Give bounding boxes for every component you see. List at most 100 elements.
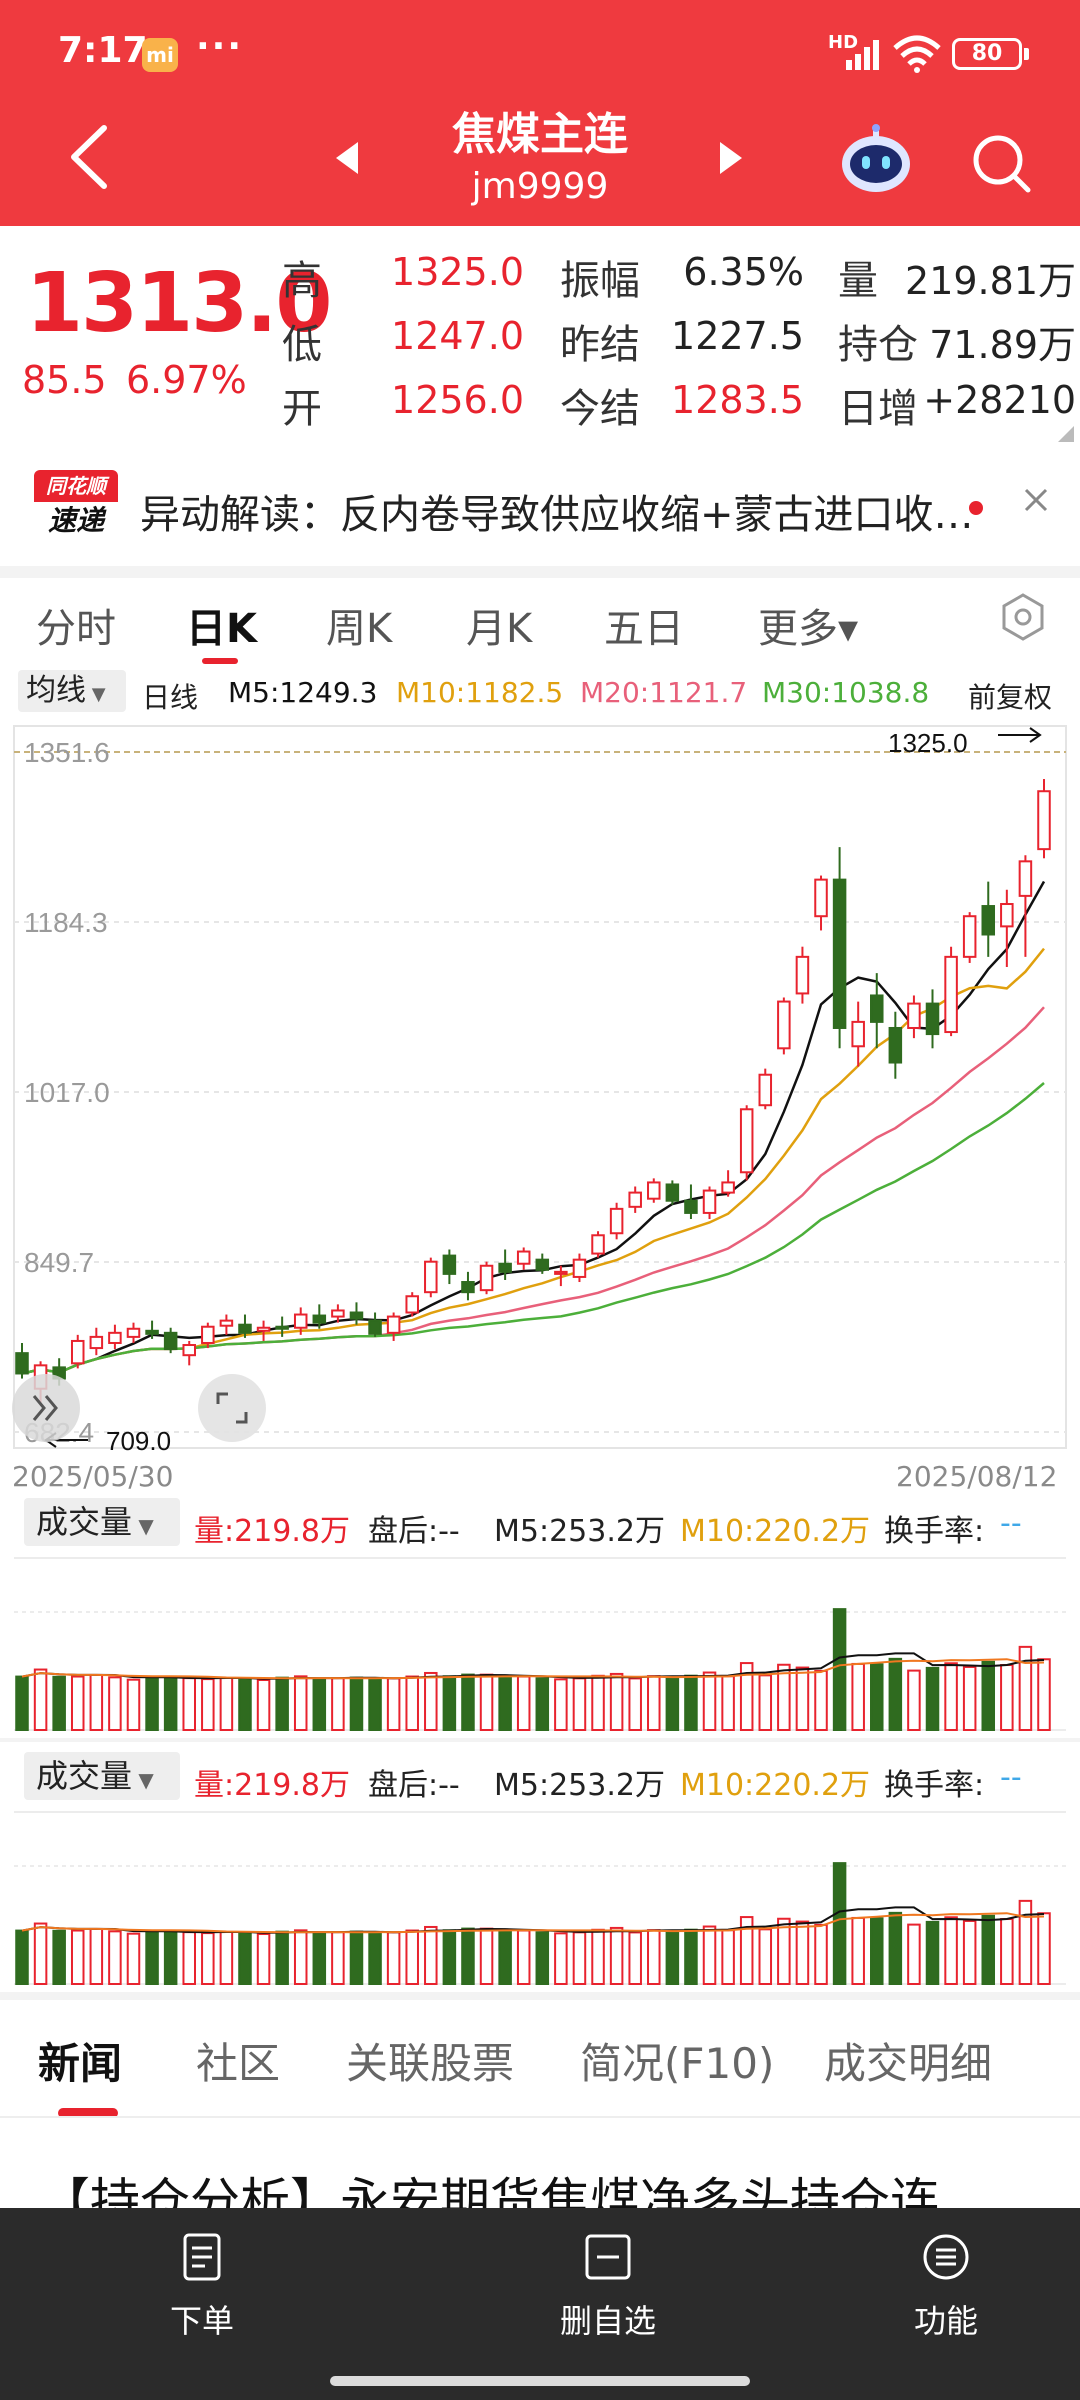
panel-divider-2 bbox=[0, 1992, 1080, 2000]
volume-bar bbox=[851, 1662, 865, 1731]
candle-body bbox=[312, 1314, 327, 1324]
home-indicator[interactable] bbox=[330, 2376, 750, 2386]
ma10-value: M10:1182.5 bbox=[396, 676, 564, 709]
next-contract-icon[interactable] bbox=[716, 140, 746, 176]
volume-indicator-select-1[interactable]: 成交量 ▼ bbox=[24, 1498, 180, 1546]
ma5-value: M5:1249.3 bbox=[228, 676, 378, 709]
volume-bar bbox=[293, 1929, 308, 1985]
volume-bar bbox=[777, 1917, 791, 1985]
news-headline[interactable]: 【持仓分析】永安期货焦煤净多头持仓连 bbox=[40, 2173, 940, 2208]
ai-assistant-robot-icon[interactable] bbox=[836, 124, 916, 196]
volume-bar bbox=[126, 1678, 141, 1731]
volume-bar bbox=[962, 1919, 977, 1986]
candle-body bbox=[256, 1326, 271, 1332]
volume-bar bbox=[368, 1931, 382, 1985]
volume-bar bbox=[684, 1674, 698, 1731]
prev-settle-label: 昨结 bbox=[560, 322, 640, 368]
candle-body bbox=[108, 1331, 122, 1344]
volume-bars-2 bbox=[15, 1862, 1051, 1986]
candle-body bbox=[907, 1002, 921, 1029]
volume-bar bbox=[293, 1675, 308, 1731]
price-adjust-mode[interactable]: 前复权 bbox=[968, 681, 1053, 714]
volume-bar bbox=[1018, 1645, 1033, 1731]
turnover-value: -- bbox=[1000, 1506, 1022, 1541]
candle-body bbox=[721, 1181, 735, 1194]
volume-bar bbox=[145, 1677, 159, 1731]
volume-m10-2: M10:220.2万 bbox=[680, 1768, 871, 1803]
tab-five-day[interactable]: 五日 bbox=[604, 606, 684, 652]
turnover-label: 换手率: bbox=[884, 1514, 985, 1549]
prev-contract-icon[interactable] bbox=[332, 140, 362, 176]
volume-m5-2: M5:253.2万 bbox=[494, 1768, 665, 1803]
battery-tip bbox=[1024, 48, 1029, 60]
volume-bar bbox=[832, 1862, 847, 1986]
volume-bar bbox=[33, 1922, 48, 1985]
volume-bar bbox=[888, 1911, 903, 1985]
candle-body bbox=[293, 1313, 308, 1329]
tab-trade-details[interactable]: 成交明细 bbox=[824, 2039, 993, 2088]
low-marker: 709.0 bbox=[44, 1426, 171, 1456]
volume-bar bbox=[405, 1675, 419, 1732]
prev-settle-value: 1227.5 bbox=[671, 314, 804, 358]
close-icon[interactable] bbox=[1018, 482, 1054, 518]
candle-body bbox=[201, 1325, 215, 1344]
high-marker-label: 1325.0 bbox=[888, 728, 968, 758]
candle-body bbox=[1018, 860, 1033, 897]
indicator-select[interactable]: 均线 ▼ bbox=[18, 670, 126, 712]
tab-daily-k[interactable]: 日K bbox=[186, 606, 257, 652]
ma-line-m30 bbox=[21, 1082, 1045, 1375]
tab-monthly-k[interactable]: 月K bbox=[466, 606, 533, 652]
open-value: 1256.0 bbox=[391, 378, 524, 422]
volume-bar bbox=[721, 1675, 735, 1732]
volume-bar bbox=[349, 1930, 364, 1985]
tab-intraday[interactable]: 分时 bbox=[36, 606, 116, 652]
status-time: 7:17 bbox=[58, 30, 148, 71]
tabs-divider bbox=[0, 2116, 1080, 2118]
after-hours-volume: 盘后:-- bbox=[368, 1514, 460, 1549]
candle-body bbox=[739, 1108, 754, 1174]
candle-body bbox=[554, 1270, 568, 1275]
volume-bar bbox=[628, 1677, 642, 1732]
ma-period-label: 日线 bbox=[142, 681, 199, 714]
tab-news[interactable]: 新闻 bbox=[38, 2039, 123, 2088]
volume-chart-1[interactable] bbox=[0, 1548, 1080, 1738]
alert-text[interactable]: 异动解读：反内卷导致供应收缩+蒙古进口收… bbox=[140, 492, 970, 538]
search-icon[interactable] bbox=[968, 130, 1034, 196]
moving-average-lines bbox=[21, 880, 1046, 1375]
volume-bar bbox=[1000, 1664, 1014, 1731]
volume-label: 量 bbox=[838, 258, 878, 304]
tab-weekly-k[interactable]: 周K bbox=[326, 606, 393, 652]
low-label: 低 bbox=[282, 322, 322, 368]
volume-bar bbox=[275, 1930, 289, 1985]
volume-bar bbox=[386, 1677, 401, 1732]
candle-body bbox=[647, 1181, 661, 1200]
volume-bar bbox=[89, 1927, 104, 1985]
order-button[interactable]: 下单 bbox=[112, 2232, 292, 2342]
volume-bar bbox=[219, 1677, 234, 1731]
volume-bar bbox=[851, 1916, 865, 1985]
chart-settings-icon[interactable] bbox=[998, 592, 1048, 642]
volume-bar bbox=[535, 1677, 550, 1732]
tab-f10-overview[interactable]: 简况(F10) bbox=[580, 2039, 775, 2088]
functions-button[interactable]: 功能 bbox=[856, 2232, 1036, 2342]
back-arrow-icon[interactable] bbox=[60, 120, 120, 194]
contract-name: 焦煤主连 bbox=[452, 109, 628, 160]
candle-body bbox=[851, 1020, 865, 1048]
anomaly-alert-bar[interactable]: 同花顺 速递 异动解读：反内卷导致供应收缩+蒙古进口收… bbox=[0, 446, 1080, 566]
volume-bar bbox=[145, 1931, 159, 1985]
ths-express-logo: 同花顺 速递 bbox=[34, 470, 118, 540]
expand-corner-icon[interactable] bbox=[1058, 426, 1074, 442]
tab-community[interactable]: 社区 bbox=[196, 2039, 281, 2088]
tab-more[interactable]: 更多▾ bbox=[758, 606, 859, 652]
remove-watchlist-button[interactable]: 删自选 bbox=[518, 2232, 698, 2342]
y-tick-label: 1017.0 bbox=[24, 1077, 110, 1108]
volume-m5: M5:253.2万 bbox=[494, 1514, 665, 1549]
volume-bar bbox=[554, 1678, 568, 1732]
tab-related-stocks[interactable]: 关联股票 bbox=[346, 2039, 515, 2088]
volume-bar bbox=[739, 1662, 754, 1731]
volume-bar bbox=[665, 1930, 680, 1985]
volume-chart-2[interactable] bbox=[0, 1802, 1080, 1992]
volume-indicator-select-2[interactable]: 成交量 ▼ bbox=[24, 1752, 180, 1800]
volume-ma-line bbox=[21, 1912, 1045, 1934]
